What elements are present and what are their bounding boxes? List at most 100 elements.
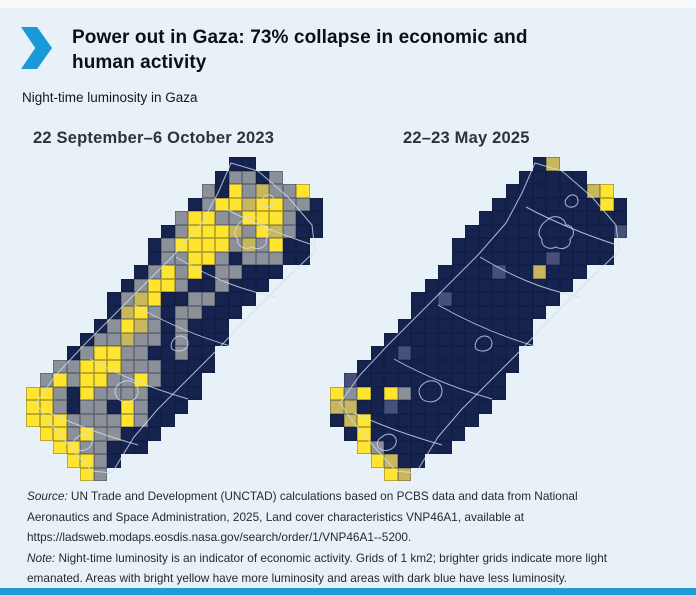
grid-cell	[343, 427, 357, 441]
grid-cell	[424, 346, 438, 360]
luminosity-map-2025	[330, 157, 627, 481]
grid-cell	[80, 467, 94, 481]
grid-cell	[559, 238, 573, 252]
grid-cell	[505, 359, 519, 373]
grid-cell	[411, 305, 425, 319]
grid-cell	[66, 454, 80, 468]
grid-cell	[215, 332, 229, 346]
grid-cell	[161, 292, 175, 306]
grid-cell	[546, 333, 560, 347]
grid-cell	[546, 170, 560, 184]
grid-cell	[492, 454, 506, 468]
luminosity-map-2023	[26, 157, 323, 481]
grid-cell	[478, 251, 492, 265]
grid-cell	[492, 157, 506, 171]
grid-cell	[296, 238, 310, 252]
grid-cell	[107, 292, 121, 306]
grid-cell	[614, 441, 628, 455]
grid-cell	[107, 265, 121, 279]
grid-cell	[228, 224, 242, 238]
grid-cell	[559, 184, 573, 198]
grid-cell	[310, 238, 324, 252]
grid-cell	[67, 225, 81, 239]
grid-cell	[519, 265, 533, 279]
grid-cell	[519, 197, 533, 211]
grid-cell	[67, 319, 81, 333]
grid-cell	[425, 171, 439, 185]
grid-cell	[26, 279, 40, 293]
grid-cell	[40, 279, 54, 293]
grid-cell	[309, 197, 323, 211]
grid-cell	[229, 441, 243, 455]
grid-cell	[506, 157, 520, 171]
grid-cell	[465, 441, 479, 455]
grid-cell	[40, 441, 54, 455]
grid-cell	[600, 400, 614, 414]
grid-cell	[269, 197, 283, 211]
grid-cell	[188, 346, 202, 360]
grid-cell	[188, 265, 202, 279]
grid-cell	[533, 360, 547, 374]
grid-cell	[384, 467, 398, 481]
grid-cell	[357, 292, 371, 306]
grid-cell	[532, 224, 546, 238]
grid-cell	[215, 157, 229, 171]
grid-cell	[269, 319, 283, 333]
grid-cell	[282, 211, 296, 225]
grid-cell	[80, 346, 94, 360]
grid-cell	[40, 468, 54, 482]
grid-cell	[256, 414, 270, 428]
grid-cell	[452, 468, 466, 482]
grid-cell	[53, 157, 67, 171]
grid-cell	[310, 346, 324, 360]
grid-cell	[121, 171, 135, 185]
grid-cell	[492, 373, 506, 387]
grid-cell	[438, 427, 452, 441]
grid-cell	[357, 400, 371, 414]
grid-cell	[452, 454, 466, 468]
grid-cell	[161, 198, 175, 212]
grid-cell	[357, 440, 371, 454]
grid-cell	[330, 386, 344, 400]
grid-cell	[384, 413, 398, 427]
grid-cell	[600, 197, 614, 211]
grid-cell	[80, 440, 94, 454]
grid-cell	[174, 278, 188, 292]
grid-cell	[573, 319, 587, 333]
grid-cell	[283, 265, 297, 279]
grid-cell	[438, 346, 452, 360]
grid-cell	[201, 278, 215, 292]
grid-cell	[397, 386, 411, 400]
grid-cell	[120, 373, 134, 387]
grid-cell	[282, 238, 296, 252]
grid-cell	[174, 224, 188, 238]
grid-cell	[411, 386, 425, 400]
grid-cell	[188, 373, 202, 387]
grid-cell	[505, 211, 519, 225]
grid-cell	[53, 333, 67, 347]
grid-cell	[613, 197, 627, 211]
grid-cell	[134, 332, 148, 346]
grid-cell	[310, 333, 324, 347]
grid-cell	[546, 292, 560, 306]
grid-cell	[587, 279, 601, 293]
grid-cell	[201, 319, 215, 333]
grid-cell	[438, 319, 452, 333]
grid-cell	[614, 157, 628, 171]
grid-cell	[492, 332, 506, 346]
grid-cell	[80, 252, 94, 266]
grid-cell	[492, 400, 506, 414]
grid-cell	[161, 265, 175, 279]
grid-cell	[424, 292, 438, 306]
grid-cell	[242, 454, 256, 468]
grid-cell	[310, 387, 324, 401]
grid-cell	[478, 332, 492, 346]
grid-cell	[573, 373, 587, 387]
grid-cell	[330, 400, 344, 414]
grid-cell	[188, 171, 202, 185]
panel-label-2023: 22 September–6 October 2023	[33, 129, 275, 147]
grid-cell	[107, 252, 121, 266]
grid-cell	[188, 224, 202, 238]
grid-cell	[188, 414, 202, 428]
grid-cell	[397, 400, 411, 414]
